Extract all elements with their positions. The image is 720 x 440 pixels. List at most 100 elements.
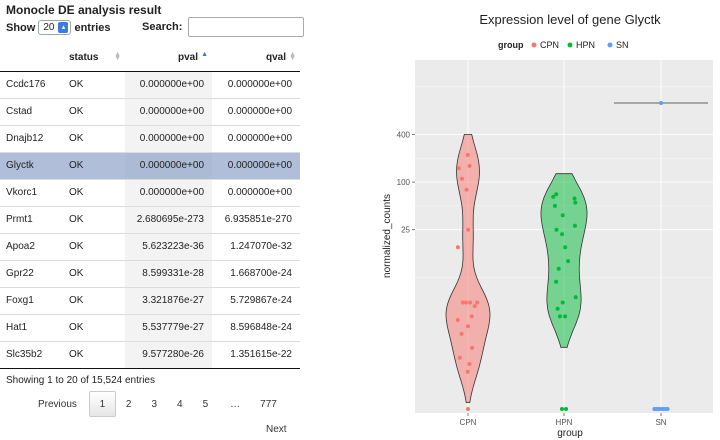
next-page-button[interactable]: Next (266, 424, 287, 435)
y-tick-label: 400 (397, 130, 411, 139)
data-point-cpn (460, 300, 465, 305)
table-info: Showing 1 to 20 of 15,524 entries (6, 375, 155, 386)
data-point-cpn (466, 324, 470, 329)
page-button-2[interactable]: 2 (125, 398, 132, 410)
cell-qval: 6.935851e-270 (212, 205, 300, 233)
cell-gene: Foxg1 (0, 286, 63, 314)
data-point-hpn (556, 266, 561, 271)
violin-hpn (540, 173, 588, 348)
cell-status: OK (63, 232, 125, 260)
page-button-1[interactable]: 1 (88, 391, 116, 417)
data-point-cpn (466, 227, 471, 232)
x-tick-label: SN (655, 418, 666, 427)
sort-icon: ▲ ▼ (289, 51, 296, 62)
data-point-cpn (467, 362, 472, 366)
de-results-panel: Monocle DE analysis result Show 20 ▴ ent… (0, 0, 305, 440)
cell-pval: 9.577280e-26 (125, 340, 212, 369)
violin-plot-panel: Expression level of gene Glyctk group CPN H… (380, 0, 720, 440)
cell-pval: 8.599331e-28 (125, 259, 212, 287)
cell-status: OK (63, 340, 125, 369)
table-row[interactable]: Glyctk OK 0.000000e+00 0.000000e+00 (0, 151, 300, 179)
cell-status: OK (63, 70, 125, 98)
cell-gene: Hat1 (0, 313, 63, 341)
data-point-cpn (470, 345, 475, 350)
y-tick-label: 25 (401, 226, 410, 235)
page-button-5[interactable]: 5 (202, 398, 209, 410)
table-row[interactable]: Slc35b2 OK 9.577280e-26 1.351615e-22 (0, 340, 300, 369)
table-row[interactable]: Vkorc1 OK 0.000000e+00 0.000000e+00 (0, 178, 300, 206)
violin-chart: Expression level of gene Glyctk group CPN H… (382, 12, 713, 439)
cell-pval: 0.000000e+00 (125, 97, 212, 125)
data-point-hpn (563, 245, 568, 250)
cell-gene: Slc35b2 (0, 340, 63, 369)
page-button-4[interactable]: 4 (177, 398, 183, 410)
cell-pval: 3.321876e-27 (125, 286, 212, 314)
legend-key-sn (607, 42, 613, 48)
data-point-sn (659, 101, 663, 105)
data-point-hpn (555, 306, 560, 311)
column-header-pval[interactable]: pval ▲ ▼ (125, 44, 212, 72)
data-point-cpn (455, 245, 460, 250)
table-row[interactable]: Apoa2 OK 5.623223e-36 1.247070e-32 (0, 232, 300, 260)
cell-status: OK (63, 97, 125, 125)
x-axis-title: group (557, 428, 583, 439)
cell-status: OK (63, 259, 125, 287)
search-label: Search: (142, 21, 183, 33)
data-point-hpn (554, 192, 559, 197)
x-tick-label: HPN (556, 418, 573, 427)
cell-qval: 0.000000e+00 (212, 178, 300, 206)
data-point-cpn-zero (466, 407, 470, 411)
table-row[interactable]: Prmt1 OK 2.680695e-273 6.935851e-270 (0, 205, 300, 233)
page-button-3[interactable]: 3 (151, 398, 158, 410)
data-point-cpn (475, 300, 480, 305)
cell-pval: 0.000000e+00 (125, 124, 212, 152)
previous-page-button[interactable]: Previous (38, 398, 77, 410)
legend-key-cpn (531, 42, 537, 48)
cell-status: OK (63, 151, 125, 179)
data-point-cpn (472, 304, 477, 309)
data-point-hpn (557, 314, 562, 319)
sort-icon: ▲ ▼ (114, 51, 121, 62)
legend-label-sn: SN (616, 40, 629, 50)
cell-pval: 0.000000e+00 (125, 151, 212, 179)
cell-status: OK (63, 313, 125, 341)
data-point-sn-zero (665, 407, 670, 411)
cell-gene: Dnajb12 (0, 124, 63, 152)
data-point-cpn (459, 331, 464, 336)
data-point-cpn (455, 318, 460, 322)
column-header-qval[interactable]: qval ▲ ▼ (212, 44, 300, 72)
table-row[interactable]: Gpr22 OK 8.599331e-28 1.668700e-24 (0, 259, 300, 287)
table-row[interactable]: Ccdc176 OK 0.000000e+00 0.000000e+00 (0, 70, 300, 98)
data-point-cpn (464, 187, 469, 192)
page-length-select[interactable]: 20 ▴ (38, 20, 72, 35)
data-point-hpn (573, 295, 578, 300)
data-point-hpn (551, 194, 556, 199)
length-entries-label: entries (74, 21, 111, 34)
legend-title: group (498, 40, 524, 50)
data-point-cpn (465, 153, 470, 157)
cell-pval: 5.623223e-36 (125, 232, 212, 260)
legend-key-hpn (567, 42, 573, 48)
data-point-cpn (468, 300, 473, 305)
cell-pval: 2.680695e-273 (125, 205, 212, 233)
data-point-cpn (467, 163, 472, 168)
table-row[interactable]: Dnajb12 OK 0.000000e+00 0.000000e+00 (0, 124, 300, 152)
column-header-gene[interactable] (0, 44, 63, 72)
cell-qval: 8.596848e-24 (212, 313, 300, 341)
data-point-hpn (560, 213, 565, 218)
column-header-status[interactable]: status ▲ ▼ (63, 44, 125, 72)
y-tick-label: 100 (397, 178, 411, 187)
page-length-value: 20 (43, 22, 55, 33)
data-point-hpn (560, 232, 565, 237)
table-row[interactable]: Hat1 OK 5.537779e-27 8.596848e-24 (0, 313, 300, 341)
cell-gene: Gpr22 (0, 259, 63, 287)
pagination-ellipsis: … (230, 398, 241, 410)
data-point-cpn (465, 369, 470, 374)
cell-gene: Apoa2 (0, 232, 63, 260)
table-row[interactable]: Foxg1 OK 3.321876e-27 5.729867e-24 (0, 286, 300, 314)
chart-title: Expression level of gene Glyctk (479, 12, 661, 27)
table-row[interactable]: Cstad OK 0.000000e+00 0.000000e+00 (0, 97, 300, 125)
page-button-777[interactable]: 777 (260, 398, 277, 410)
search-input[interactable] (188, 17, 305, 37)
data-point-cpn (456, 166, 461, 171)
